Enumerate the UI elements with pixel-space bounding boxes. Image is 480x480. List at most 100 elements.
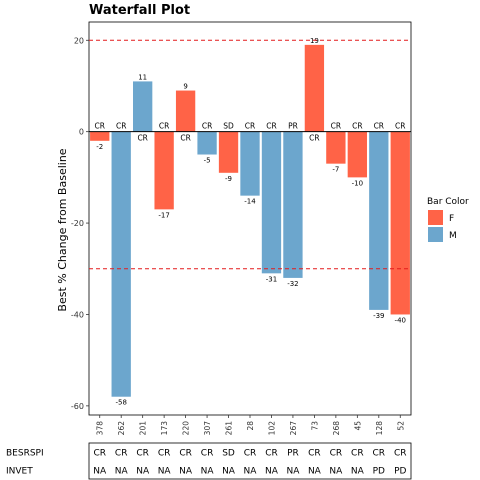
x-tick-label: 262 xyxy=(117,421,126,436)
bar-response-label: CR xyxy=(352,122,362,131)
y-tick-label: -40 xyxy=(71,310,84,319)
table-cell: NA xyxy=(201,467,215,477)
table-cell: NA xyxy=(286,467,300,477)
table-cell: PR xyxy=(287,449,299,459)
y-tick-label: 0 xyxy=(79,128,84,137)
bar-response-label: CR xyxy=(159,122,169,131)
table-cell: NA xyxy=(179,467,193,477)
bar xyxy=(90,131,110,141)
table-cell: SD xyxy=(222,449,235,459)
x-tick-label: 45 xyxy=(353,421,362,431)
x-tick-label: 220 xyxy=(182,421,191,436)
x-axis: 378 262 201 173 220 307 261 28 102 267 73 268 45 128 5… xyxy=(96,415,405,436)
bar xyxy=(326,131,346,164)
x-tick-label: 173 xyxy=(160,421,169,436)
bar-value-label: -32 xyxy=(287,280,298,288)
table-cell: NA xyxy=(351,467,365,477)
y-tick-label: 20 xyxy=(74,36,84,45)
reference-lines xyxy=(89,39,411,270)
bar xyxy=(304,44,325,132)
table-cell: CR xyxy=(136,449,149,459)
table-cell: CR xyxy=(158,449,171,459)
bar-value-label: -39 xyxy=(373,312,384,320)
x-tick-label: 261 xyxy=(225,421,234,436)
bar-value-label: 9 xyxy=(183,83,187,91)
table-cell: NA xyxy=(222,467,236,477)
bar-value-label: -58 xyxy=(115,399,126,407)
bar-value-label: 11 xyxy=(138,73,147,81)
bar-response-label: CR xyxy=(309,134,319,143)
bar-value-label: -17 xyxy=(158,211,169,219)
bar-response-label: CR xyxy=(137,134,147,143)
legend: Bar Color FM xyxy=(427,197,469,242)
x-tick-label: 52 xyxy=(396,421,405,431)
bar-response-label: CR xyxy=(116,122,126,131)
bar-value-label: 19 xyxy=(310,37,319,45)
y-tick-label: -60 xyxy=(71,402,84,411)
bar xyxy=(111,131,131,397)
bar-value-label: -10 xyxy=(352,179,363,187)
legend-label: M xyxy=(449,231,457,241)
response-table: BESRSPI CR CR CR CR CR CR SD CR CR PR CR CR CR CR CR INV… xyxy=(6,442,412,480)
table-cell: CR xyxy=(265,449,278,459)
table-frame xyxy=(88,442,412,480)
table-cell: NA xyxy=(329,467,343,477)
table-cell: NA xyxy=(115,467,129,477)
legend-swatch xyxy=(428,227,443,242)
table-cell: NA xyxy=(158,467,172,477)
bar-response-label: CR xyxy=(245,122,255,131)
bar-response-label: CR xyxy=(180,134,190,143)
bars: -2 CR -58 CR 11 CR -17 CR 9 CR -5 CR -9 SD -14 CR -31 CR -… xyxy=(89,37,411,407)
x-tick-label: 28 xyxy=(246,421,255,431)
bar-response-label: CR xyxy=(395,122,405,131)
bar xyxy=(154,131,174,210)
table-cell: PD xyxy=(373,467,385,477)
x-tick-label: 267 xyxy=(289,421,298,436)
table-cell: CR xyxy=(308,449,321,459)
chart-title: Waterfall Plot xyxy=(89,3,190,18)
table-cell: CR xyxy=(394,449,407,459)
x-tick-label: 378 xyxy=(96,421,105,436)
bar xyxy=(175,90,196,132)
y-axis-label: Best % Change from Baseline xyxy=(56,148,69,311)
bar-response-label: CR xyxy=(331,122,341,131)
table-cell: NA xyxy=(244,467,258,477)
bar xyxy=(390,131,410,315)
bar-value-label: -31 xyxy=(266,275,277,283)
legend-label: F xyxy=(449,214,454,224)
bar-response-label: CR xyxy=(95,122,105,131)
table-cell: CR xyxy=(93,449,106,459)
bar xyxy=(197,131,217,155)
legend-title: Bar Color xyxy=(427,197,469,207)
table-cell: CR xyxy=(351,449,364,459)
table-row-label: BESRSPI xyxy=(6,449,44,459)
bar xyxy=(369,131,389,310)
bar xyxy=(218,131,239,173)
bar-response-label: CR xyxy=(202,122,212,131)
x-tick-label: 128 xyxy=(375,421,384,436)
bar xyxy=(133,81,153,132)
table-cell: CR xyxy=(330,449,343,459)
table-cell: NA xyxy=(136,467,150,477)
table-cell: CR xyxy=(115,449,128,459)
y-tick-label: -20 xyxy=(71,219,84,228)
bar xyxy=(347,131,367,178)
bar-response-label: CR xyxy=(266,122,276,131)
table-cell: CR xyxy=(244,449,257,459)
table-cell: CR xyxy=(201,449,214,459)
bar xyxy=(261,131,282,274)
bar xyxy=(240,131,260,196)
legend-swatch xyxy=(428,210,443,225)
bar xyxy=(283,131,303,278)
table-cell: NA xyxy=(93,467,107,477)
table-cell: NA xyxy=(308,467,322,477)
bar-response-label: SD xyxy=(223,122,234,131)
bar-value-label: -7 xyxy=(332,166,339,174)
table-cell: CR xyxy=(179,449,192,459)
bar-response-label: CR xyxy=(374,122,384,131)
bar-value-label: -9 xyxy=(225,175,232,183)
table-cell: PD xyxy=(394,467,406,477)
x-tick-label: 73 xyxy=(310,421,319,431)
x-tick-label: 268 xyxy=(332,421,341,436)
